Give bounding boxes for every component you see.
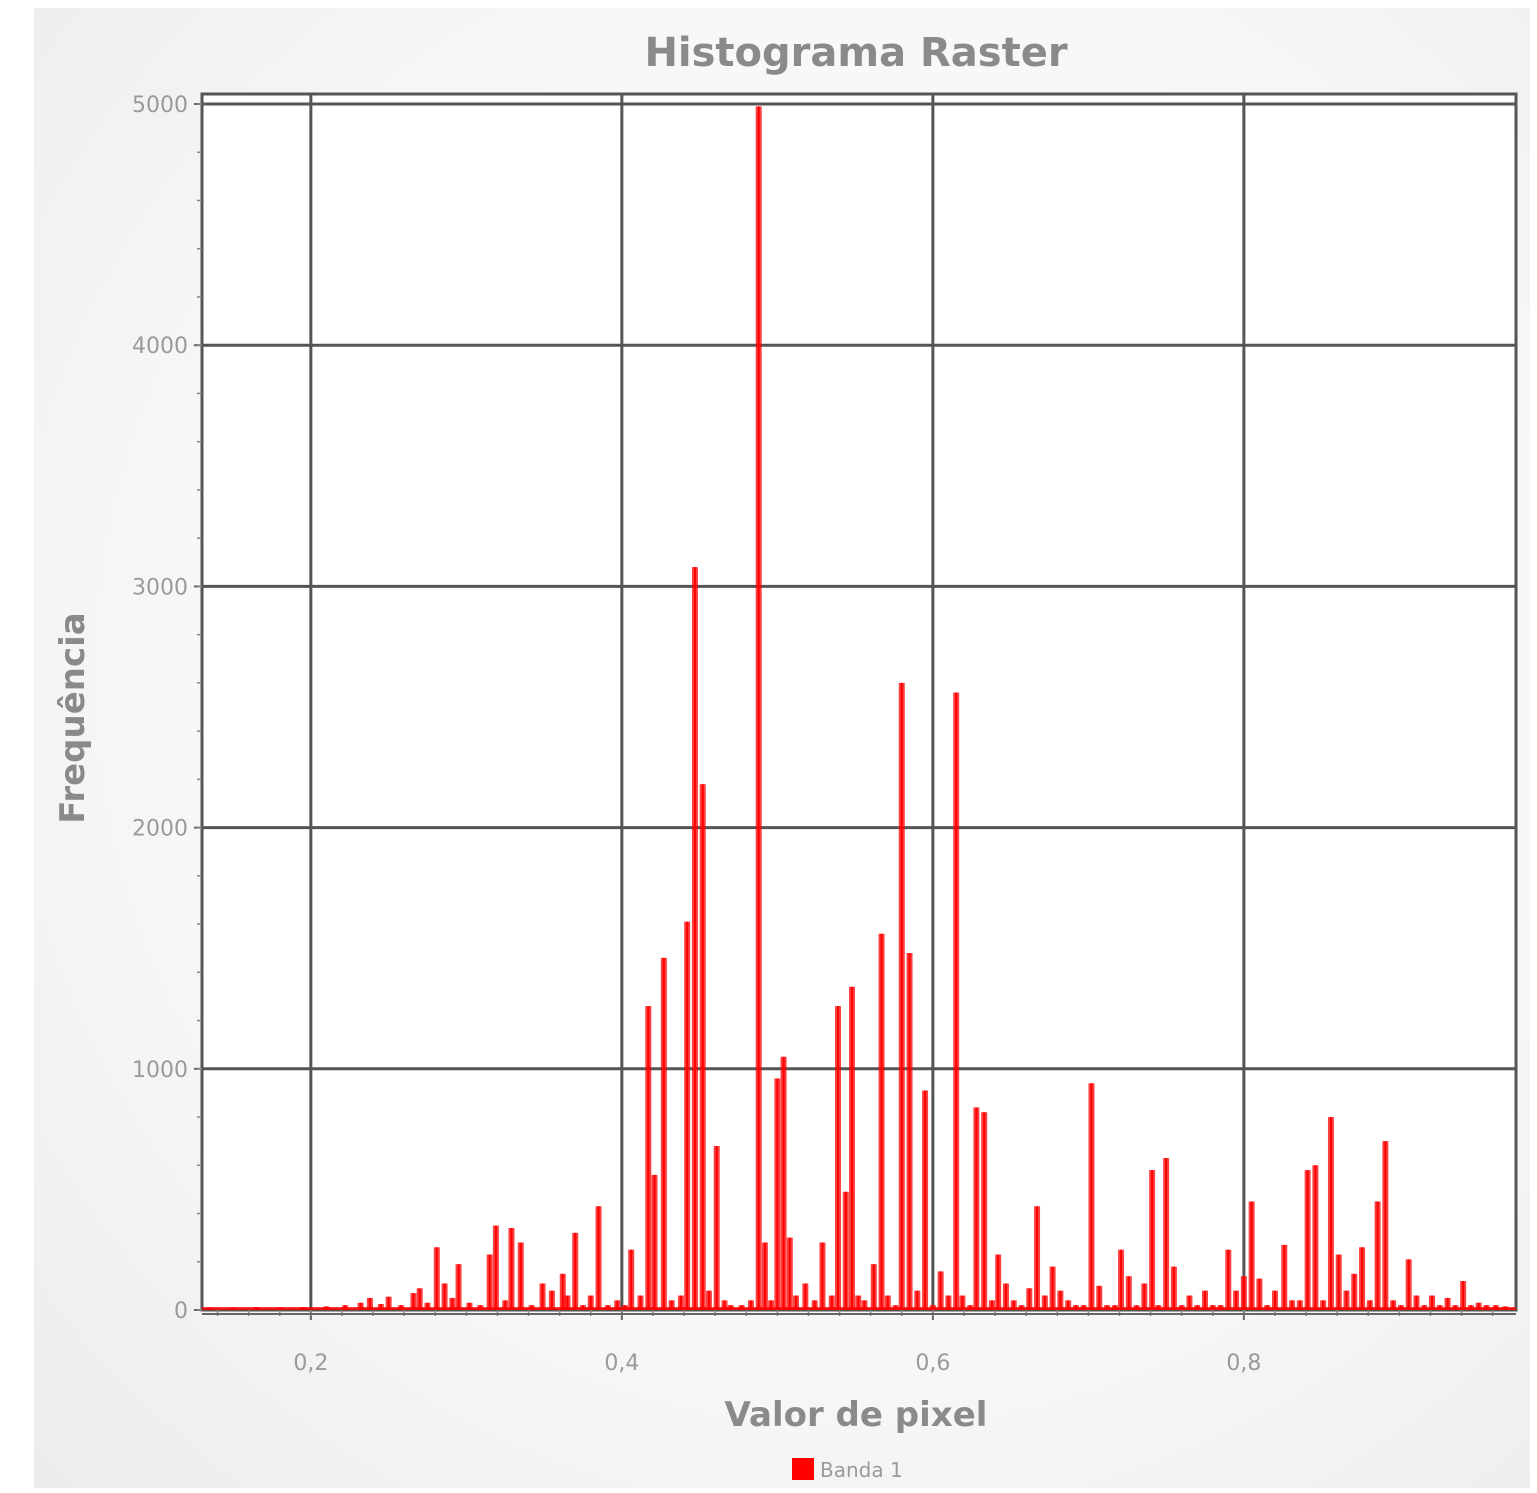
legend-swatch-banda-1 [792,1458,814,1480]
x-tick-label: 0,6 [915,1351,950,1376]
axes: 0 1000 2000 3000 4000 5000 0,2 0,4 0,6 0,8 [132,93,1516,1376]
y-tick-label: 5000 [132,93,188,118]
x-tick-label: 0,4 [604,1351,639,1376]
x-tick-label: 0,2 [293,1351,328,1376]
plot-area [200,92,1518,1312]
chart-title: Histograma Raster [644,30,1067,76]
y-tick-label: 4000 [132,334,188,359]
legend-label-banda-1: Banda 1 [820,1458,903,1482]
x-tick-label: 0,8 [1226,1351,1261,1376]
x-axis-title: Valor de pixel [725,1395,988,1435]
histogram-chart: Histograma Raster 0100020003000400050000… [53,30,1518,1482]
chart-frame: Histograma Raster 0 1000 2000 3000 4000 5000 0… [34,8,1530,1488]
y-tick-label: 0 [174,1299,188,1324]
y-axis-title: Frequência [53,612,93,823]
legend: Banda 1 [792,1458,903,1482]
bars [202,106,1516,1311]
gridlines [200,92,1518,1312]
y-tick-label: 3000 [132,575,188,600]
y-tick-label: 2000 [132,817,188,842]
y-tick-label: 1000 [132,1058,188,1083]
